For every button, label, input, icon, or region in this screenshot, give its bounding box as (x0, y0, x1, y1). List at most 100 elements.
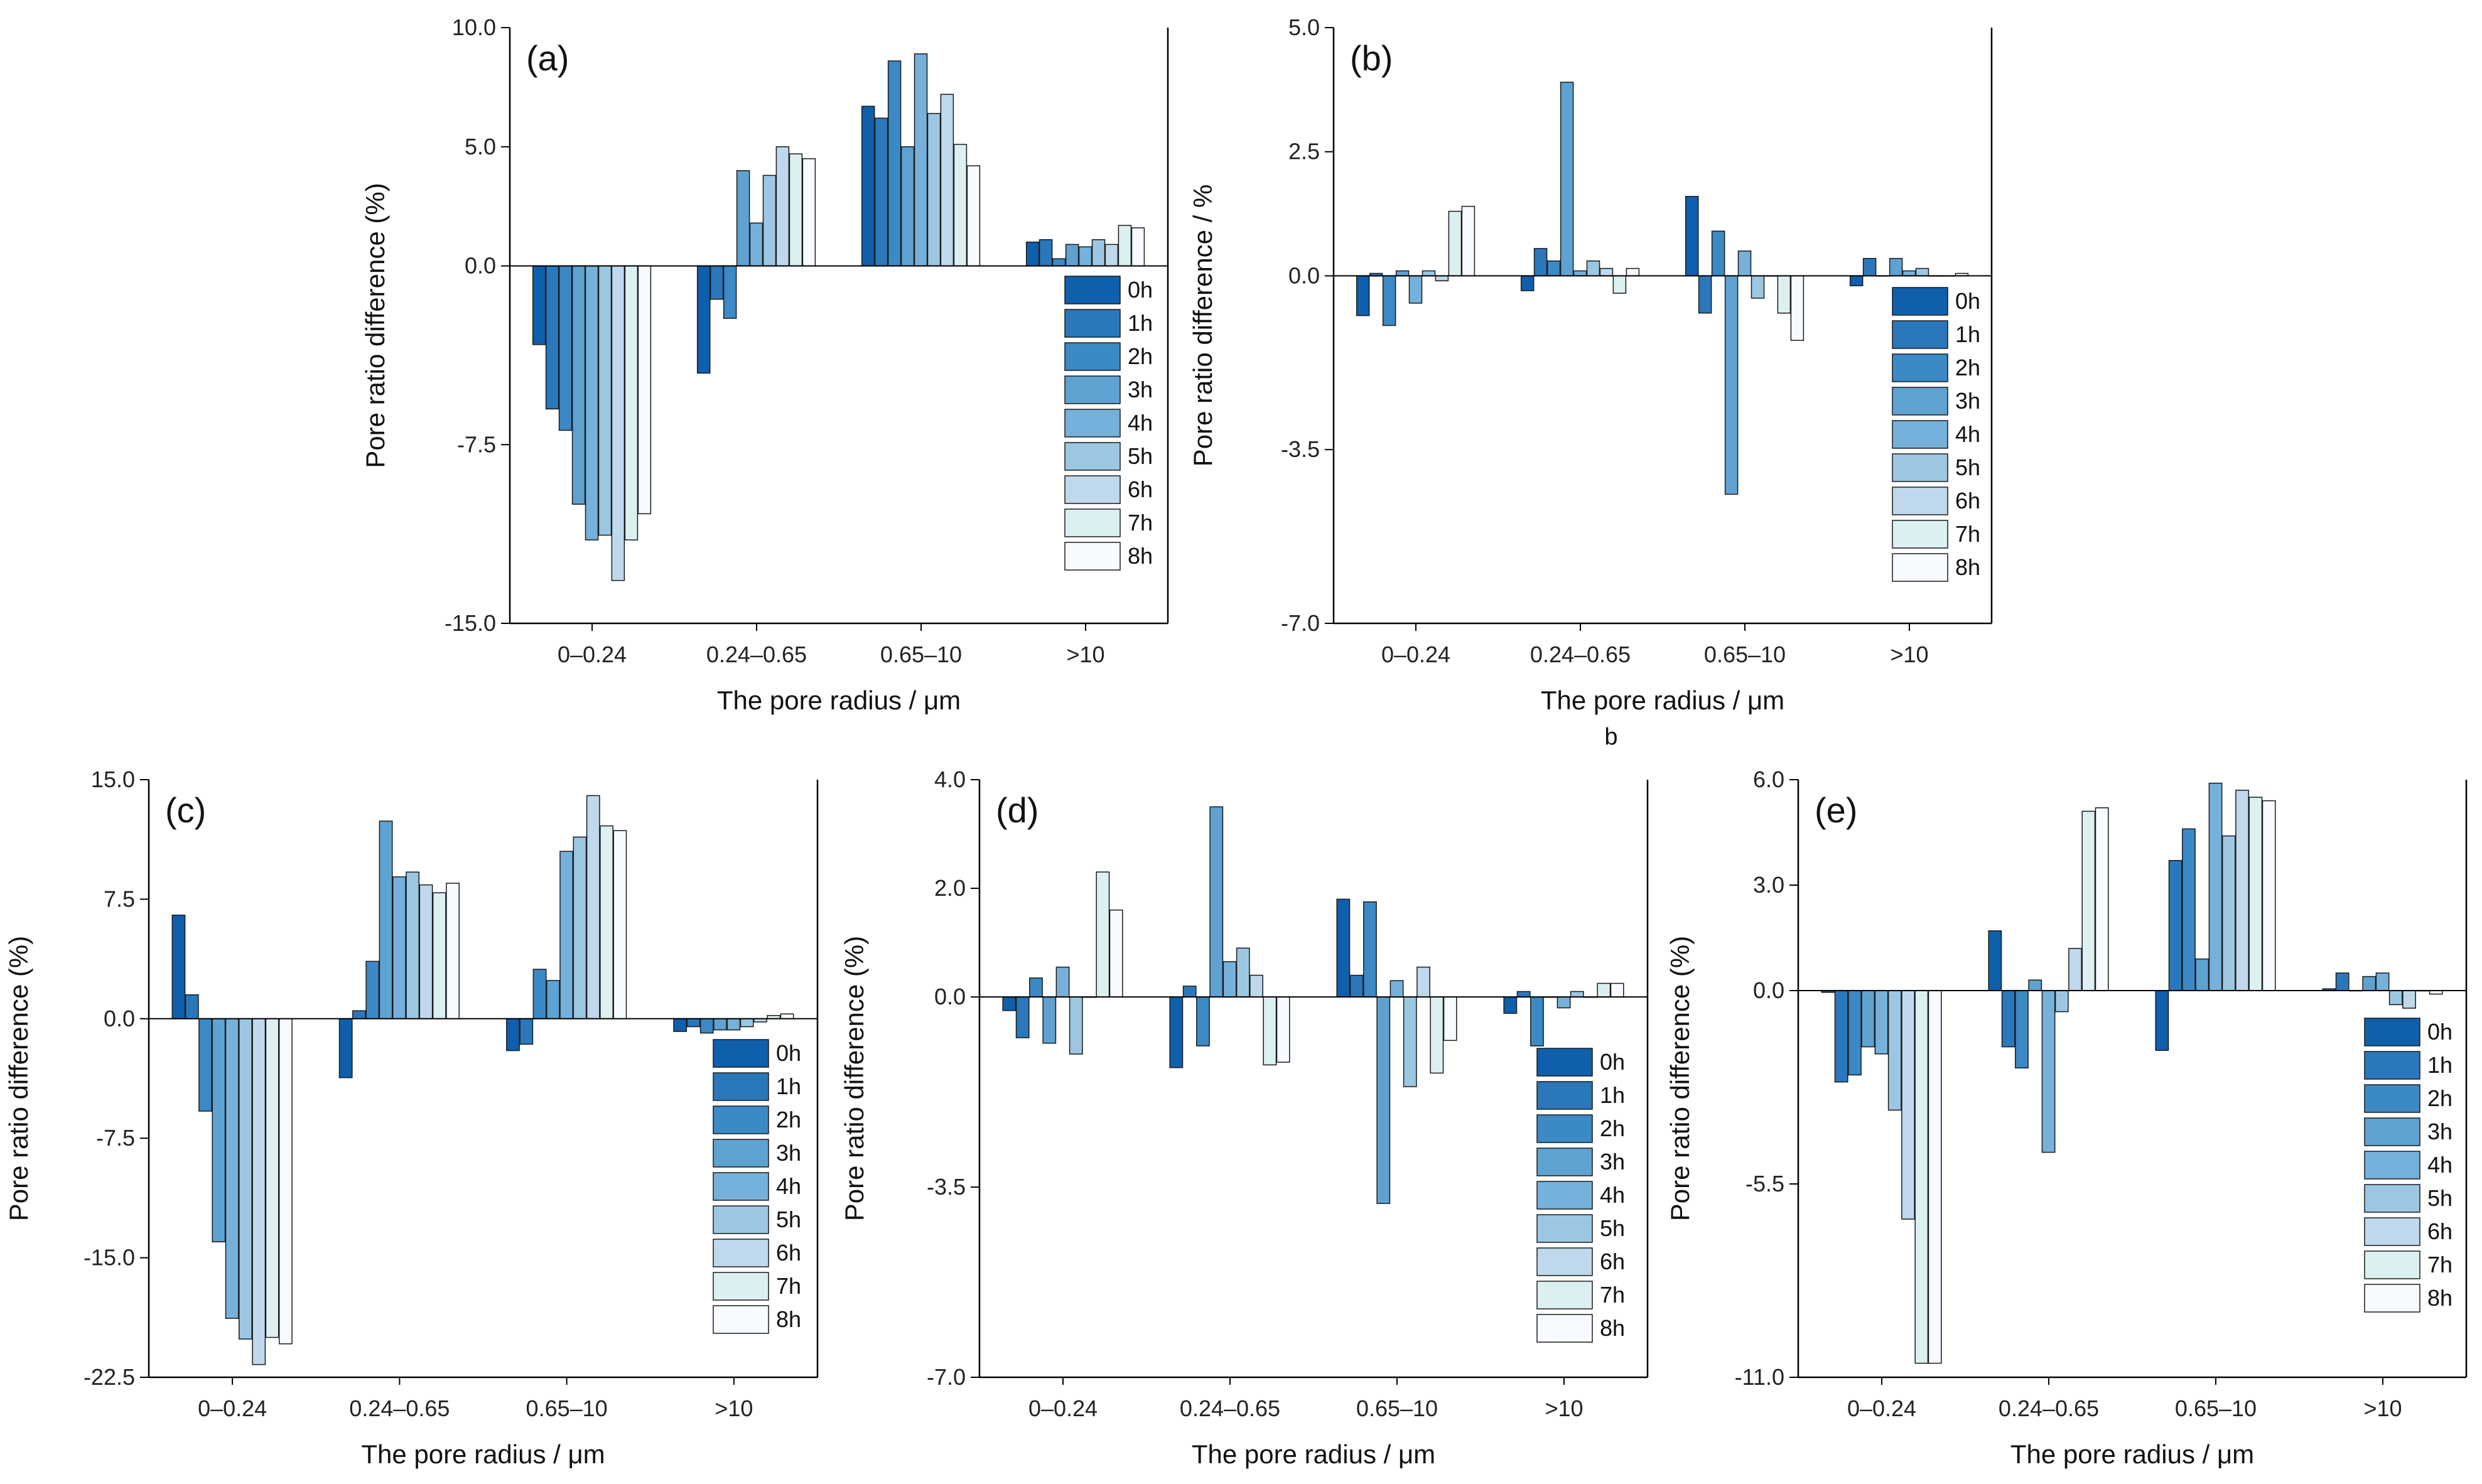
bar-8h-1 (278, 1018, 293, 1345)
y-axis-title: Pore ratio difference / % (1188, 185, 1217, 467)
bar-1h-3 (1698, 275, 1712, 314)
bar-5h-4 (740, 1018, 754, 1028)
bar-8h-3 (966, 165, 981, 267)
x-tick-label: >10 (1545, 1395, 1583, 1421)
bar-4h-2 (1573, 270, 1587, 277)
x-axis-title: The pore radius / μm (1192, 1439, 1435, 1469)
bar-6h-1 (252, 1018, 266, 1365)
bar-5h-1 (1069, 996, 1083, 1055)
bar-1h-2 (352, 1010, 366, 1019)
legend-swatch-3h (1536, 1148, 1593, 1176)
y-tick-label: 0.0 (104, 1006, 135, 1031)
bar-7h-1 (1096, 871, 1110, 997)
bar-7h-3 (953, 144, 968, 267)
y-tick-label: 0.0 (934, 984, 966, 1009)
bar-8h-4 (1610, 982, 1624, 997)
bar-3h-1 (1395, 270, 1410, 277)
bar-4h-4 (726, 1018, 741, 1031)
y-axis-title: Pore ratio difference (%) (1665, 936, 1695, 1221)
legend-swatch-5h (2364, 1184, 2420, 1213)
legend-swatch-1h (2364, 1051, 2420, 1080)
bar-3h-2 (379, 820, 393, 1019)
legend-swatch-6h (713, 1239, 769, 1267)
x-tick-label: 0.65–10 (880, 642, 962, 667)
bar-6h-2 (1249, 974, 1263, 997)
x-tick-label: 0.24–0.65 (706, 642, 807, 667)
bar-2h-2 (723, 265, 737, 319)
bar-6h-4 (1104, 244, 1119, 267)
y-axis-title: Pore ratio difference (%) (839, 936, 869, 1221)
bar-6h-4 (2402, 990, 2416, 1009)
legend-label-7h: 7h (776, 1273, 801, 1299)
bar-7h-2 (1612, 275, 1627, 294)
bar-5h-2 (1586, 260, 1600, 277)
legend-swatch-1h (1064, 309, 1121, 338)
x-tick-label: 0–0.24 (1028, 1395, 1098, 1421)
chart-panel-e: -11.0 -5.5 0.0 3.0 6.0 0–0.24 0.24–0.65 0.65–10… (1665, 766, 2468, 1469)
bar-1h-4 (1862, 257, 1877, 277)
bar-1h-2 (1533, 248, 1548, 277)
bar-2h-1 (1029, 977, 1043, 997)
bar-2h-3 (1363, 901, 1377, 997)
bar-8h-3 (613, 830, 627, 1019)
bar-3h-3 (546, 980, 560, 1019)
bar-7h-2 (789, 153, 803, 267)
legend-swatch-1h (713, 1072, 769, 1101)
bar-1h-4 (2335, 972, 2350, 991)
legend-swatch-8h (2364, 1284, 2420, 1313)
bar-8h-3 (1790, 275, 1805, 341)
legend-label-6h: 6h (2427, 1218, 2452, 1244)
legend-label-0h: 0h (1955, 288, 1980, 314)
legend-swatch-5h (1892, 453, 1948, 482)
legend-label-6h: 6h (1955, 488, 1980, 513)
bar-7h-2 (432, 892, 446, 1019)
x-tick-label: 0.24–0.65 (1530, 642, 1631, 667)
bar-4h-4 (1557, 996, 1571, 1009)
legend-label-0h: 0h (2427, 1019, 2452, 1045)
y-tick-label: 6.0 (1753, 766, 1784, 792)
bar-7h-1 (265, 1018, 279, 1338)
y-tick-label: 2.0 (934, 875, 966, 901)
legend: 0h 1h 2h 3h 4h 5h 6h 7h 8h (2364, 1018, 2452, 1313)
bar-1h-1 (185, 994, 199, 1019)
bar-2h-4 (1052, 258, 1066, 267)
bar-1h-2 (1182, 986, 1197, 997)
bar-5h-4 (1570, 991, 1584, 997)
legend-swatch-4h (2364, 1151, 2420, 1180)
legend-swatch-5h (713, 1205, 769, 1234)
legend-swatch-8h (1536, 1314, 1593, 1343)
legend-label-5h: 5h (1600, 1215, 1625, 1241)
y-tick-label: -7.5 (96, 1125, 135, 1151)
legend-label-8h: 8h (2427, 1285, 2452, 1311)
legend-label-3h: 3h (1955, 388, 1980, 414)
legend-swatch-5h (1064, 442, 1121, 471)
bar-6h-2 (1599, 267, 1614, 277)
legend-swatch-7h (1892, 520, 1948, 549)
chart-panel-c: -22.5 -15.0 -7.5 0.0 7.5 15.0 0–0.24 0.24–0.65 0… (4, 766, 819, 1469)
bar-4h-2 (392, 876, 406, 1019)
legend-swatch-7h (1536, 1281, 1593, 1309)
bar-5h-3 (1403, 996, 1417, 1087)
bar-8h-1 (1928, 990, 1942, 1364)
bar-0h-2 (1520, 275, 1535, 291)
y-tick-label: 0.0 (465, 253, 496, 279)
bar-2h-2 (1546, 260, 1561, 277)
bar-8h-2 (446, 883, 460, 1019)
y-tick-label: 15.0 (91, 766, 135, 792)
bar-2h-1 (1382, 275, 1396, 326)
bar-2h-4 (1530, 996, 1544, 1046)
y-tick-label: 4.0 (934, 766, 966, 792)
x-tick-label: 0.24–0.65 (1180, 1395, 1280, 1421)
bar-5h-2 (762, 175, 777, 267)
y-tick-label: -15.0 (445, 610, 496, 636)
legend-swatch-6h (2364, 1217, 2420, 1246)
bar-5h-3 (573, 836, 587, 1019)
bar-7h-1 (624, 265, 639, 540)
panel-label: (d) (996, 790, 1039, 830)
bar-0h-4 (1849, 275, 1864, 286)
legend-swatch-7h (2364, 1250, 2420, 1279)
bar-8h-3 (2262, 800, 2276, 991)
legend-swatch-0h (713, 1039, 769, 1068)
legend-label-3h: 3h (1128, 377, 1153, 402)
bar-0h-1 (532, 265, 546, 345)
